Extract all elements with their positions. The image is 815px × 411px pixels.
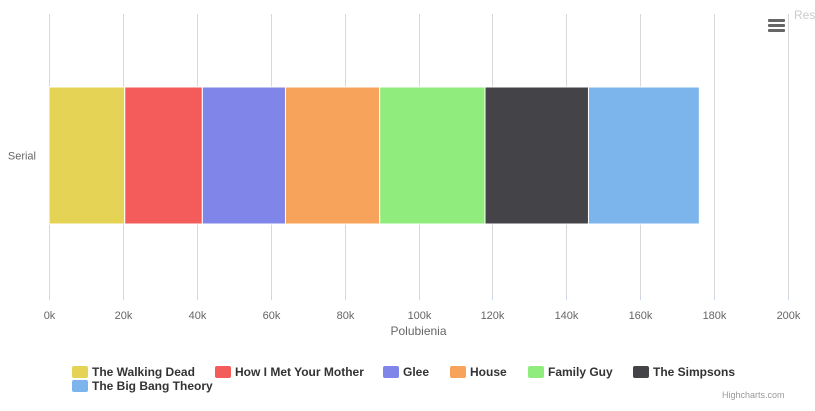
legend-label: How I Met Your Mother: [235, 365, 364, 379]
legend-label: The Simpsons: [653, 365, 736, 379]
x-tick-label: 120k: [481, 310, 505, 322]
legend-swatch: [72, 380, 88, 392]
credits-link[interactable]: Highcharts.com: [722, 390, 785, 400]
legend-item[interactable]: The Walking Dead: [72, 364, 195, 380]
legend-swatch: [215, 366, 231, 378]
legend-item[interactable]: How I Met Your Mother: [215, 364, 364, 380]
reset-zoom-button[interactable]: Res: [794, 8, 815, 22]
x-axis-title: Polubienia: [390, 324, 446, 338]
x-tick-label: 100k: [408, 310, 432, 322]
legend-swatch: [633, 366, 649, 378]
x-tick-label: 0k: [44, 310, 56, 322]
legend-swatch: [528, 366, 544, 378]
x-tick-label: 20k: [115, 310, 133, 322]
legend-swatch: [450, 366, 466, 378]
bar-segment[interactable]: [587, 86, 700, 225]
x-tick-label: 140k: [555, 310, 579, 322]
x-tick-label: 60k: [263, 310, 281, 322]
bar-segment[interactable]: [201, 86, 286, 225]
x-tick-label: 180k: [703, 310, 727, 322]
legend-label: Glee: [403, 365, 430, 379]
legend-label: The Walking Dead: [92, 365, 195, 379]
y-category-label: Serial: [8, 151, 36, 163]
legend-swatch: [72, 366, 88, 378]
bar-segment[interactable]: [124, 86, 203, 225]
legend-item[interactable]: The Big Bang Theory: [72, 378, 213, 394]
bar-series: [48, 86, 700, 225]
y-axis: Serial: [8, 151, 36, 163]
x-tick-label: 200k: [777, 310, 801, 322]
bar-segment[interactable]: [379, 86, 486, 225]
x-tick-label: 80k: [337, 310, 355, 322]
hamburger-menu-icon: [768, 19, 785, 22]
legend-label: The Big Bang Theory: [92, 379, 213, 393]
bar-segment[interactable]: [48, 86, 126, 225]
bar-segment[interactable]: [484, 86, 589, 225]
legend-swatch: [383, 366, 399, 378]
legend-item[interactable]: The Simpsons: [633, 364, 735, 380]
x-tick-label: 160k: [629, 310, 653, 322]
bar-segment[interactable]: [284, 86, 381, 225]
x-tick-label: 40k: [189, 310, 207, 322]
legend-item[interactable]: House: [450, 364, 507, 380]
x-axis: 0k 20k 40k 60k 80k 100k 120k 140k 160k 180k 200k Po…: [44, 295, 801, 338]
legend-item[interactable]: Glee: [383, 364, 429, 380]
legend-label: Family Guy: [548, 365, 613, 379]
chart-menu-button[interactable]: [764, 15, 788, 37]
legend-label: House: [470, 365, 507, 379]
legend-item[interactable]: Family Guy: [528, 364, 613, 380]
